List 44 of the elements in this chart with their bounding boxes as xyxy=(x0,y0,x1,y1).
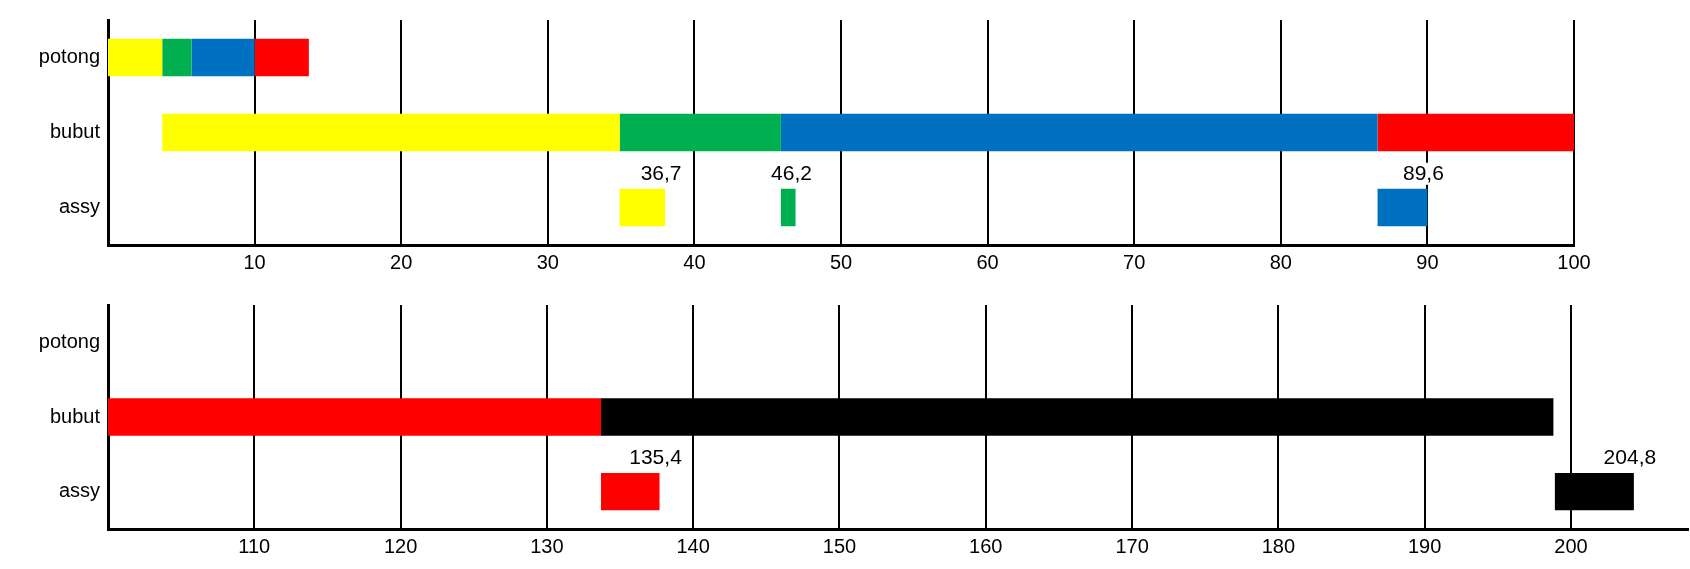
x-tick-label: 50 xyxy=(829,250,853,273)
x-tick-label: 20 xyxy=(390,250,413,273)
bar xyxy=(108,38,163,77)
y-tick-label: assy xyxy=(58,479,100,502)
bar xyxy=(619,113,781,152)
x-tick-label: 170 xyxy=(1115,534,1149,557)
x-tick-label: 140 xyxy=(676,534,710,557)
x-tick-label: 40 xyxy=(683,250,706,273)
x-tick-label: 100 xyxy=(1557,250,1591,273)
x-tick-label: 80 xyxy=(1269,250,1292,273)
bar xyxy=(601,473,660,511)
x-tick-label: 150 xyxy=(822,534,857,557)
bar xyxy=(191,38,255,77)
x-tick-label: 180 xyxy=(1261,534,1296,557)
x-tick-label: 120 xyxy=(383,534,418,557)
bar xyxy=(780,188,796,227)
y-tick-label: bubut xyxy=(49,120,101,143)
bar xyxy=(1377,188,1428,227)
bar xyxy=(162,113,620,152)
y-tick-label: potong xyxy=(38,329,100,352)
bar xyxy=(108,398,602,436)
annotation: 36,7 xyxy=(640,161,682,185)
bar xyxy=(254,38,309,77)
annotation: 204,8 xyxy=(1603,445,1657,469)
x-tick-label: 110 xyxy=(238,534,271,557)
x-tick-label: 70 xyxy=(1123,250,1146,273)
x-tick-label: 30 xyxy=(536,250,559,273)
x-tick-label: 200 xyxy=(1554,534,1588,557)
bar xyxy=(1377,113,1574,152)
x-tick-label: 130 xyxy=(530,534,564,557)
bar xyxy=(619,188,666,227)
y-tick-label: assy xyxy=(58,195,100,218)
annotation: 135,4 xyxy=(629,445,683,469)
x-tick-label: 10 xyxy=(243,250,266,273)
x-tick-label: 190 xyxy=(1407,534,1442,557)
x-tick-label: 60 xyxy=(976,250,999,273)
annotation: 46,2 xyxy=(771,161,812,185)
annotation: 89,6 xyxy=(1402,161,1444,185)
bar xyxy=(780,113,1378,152)
y-tick-label: potong xyxy=(38,45,100,68)
bar xyxy=(162,38,192,77)
x-tick-label: 160 xyxy=(969,534,1003,557)
y-tick-label: bubut xyxy=(49,404,101,427)
x-tick-label: 90 xyxy=(1416,250,1439,273)
